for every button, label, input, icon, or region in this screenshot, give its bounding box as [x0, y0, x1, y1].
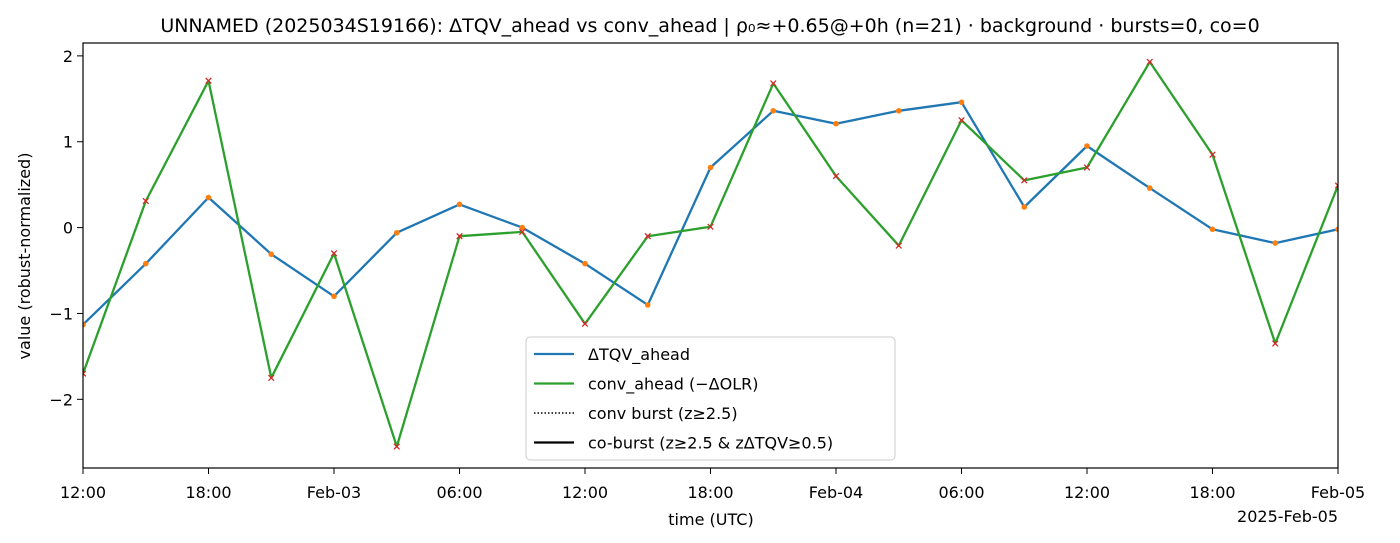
plot-area — [83, 58, 1338, 450]
legend-label: conv_ahead (−ΔOLR) — [588, 375, 759, 395]
data-point-x — [832, 172, 840, 180]
data-point — [393, 229, 400, 236]
data-point — [519, 224, 526, 231]
legend-label: co-burst (z≥2.5 & zΔTQV≥0.5) — [588, 434, 833, 453]
data-point-x — [1271, 340, 1279, 347]
x-tick-label: 18:00 — [185, 483, 231, 502]
data-point-x — [958, 117, 965, 124]
data-point — [770, 108, 777, 114]
data-point-x — [1083, 164, 1091, 171]
data-point — [142, 260, 149, 267]
data-point — [1021, 204, 1028, 210]
chart-title: UNNAMED (2025034S19166): ΔTQV_ahead vs c… — [160, 15, 1259, 37]
x-tick-label: Feb-05 — [1311, 483, 1365, 502]
data-point-x — [267, 374, 275, 382]
legend-box — [525, 336, 896, 461]
y-tick-label: −2 — [49, 390, 73, 409]
y-tick-label: −1 — [49, 304, 73, 323]
data-point-x — [518, 228, 526, 236]
data-point — [707, 164, 714, 171]
data-point-x — [393, 443, 401, 450]
data-point — [83, 321, 86, 328]
x-tick-label: 12:00 — [562, 483, 608, 502]
x-tick-label: 18:00 — [687, 483, 733, 502]
data-point — [205, 194, 212, 201]
data-point-x — [1020, 177, 1028, 184]
data-point-x — [707, 223, 714, 230]
x-tick-label: Feb-03 — [307, 483, 361, 502]
y-axis-label: value (robust-normalized) — [15, 153, 34, 360]
data-point — [1335, 226, 1338, 233]
x-tick-label: 06:00 — [436, 483, 482, 502]
x-tick-label: 12:00 — [1064, 483, 1110, 502]
x-axis-offset-label: 2025-Feb-05 — [1237, 507, 1338, 526]
legend-label: conv burst (z≥2.5) — [588, 404, 738, 423]
data-point-x — [205, 77, 212, 85]
legend: ΔTQV_ahead conv_ahead (−ΔOLR) conv burst (… — [525, 336, 896, 461]
data-point — [456, 201, 463, 208]
data-point-x — [330, 250, 338, 257]
x-axis-label: time (UTC) — [668, 510, 753, 529]
data-point — [1146, 185, 1153, 191]
data-point-x — [581, 320, 589, 328]
data-point — [1084, 143, 1090, 149]
data-point — [833, 120, 839, 127]
data-point-x — [1334, 182, 1338, 189]
series-line-0 — [83, 101, 1338, 326]
x-axis: 12:00 18:00 Feb-03 06:00 12:00 18:00 Feb-04 06:… — [60, 468, 1365, 502]
x-tick-label: 18:00 — [1189, 483, 1235, 502]
data-point — [582, 260, 588, 267]
x-tick-label: 12:00 — [60, 483, 106, 502]
data-point — [1272, 240, 1279, 246]
data-point-x — [1146, 58, 1154, 66]
y-tick-label: 0 — [63, 219, 73, 238]
y-tick-label: 1 — [63, 133, 73, 152]
data-point-x — [895, 242, 903, 249]
y-axis: 2 1 0 −1 −2 — [49, 47, 83, 409]
data-point — [958, 99, 965, 106]
data-point — [268, 251, 275, 258]
data-point-x — [1209, 151, 1216, 158]
data-point — [331, 293, 337, 300]
data-point — [644, 302, 651, 308]
data-point-x — [644, 232, 652, 240]
y-tick-label: 2 — [63, 47, 73, 66]
legend-label: ΔTQV_ahead — [588, 345, 690, 365]
x-tick-label: Feb-04 — [809, 483, 863, 502]
x-tick-label: 06:00 — [938, 483, 984, 502]
data-point — [1209, 226, 1216, 233]
data-point-x — [142, 197, 150, 205]
data-point-x — [83, 370, 87, 377]
data-point — [895, 108, 902, 114]
data-point-x — [769, 80, 777, 87]
data-point-x — [456, 232, 463, 240]
